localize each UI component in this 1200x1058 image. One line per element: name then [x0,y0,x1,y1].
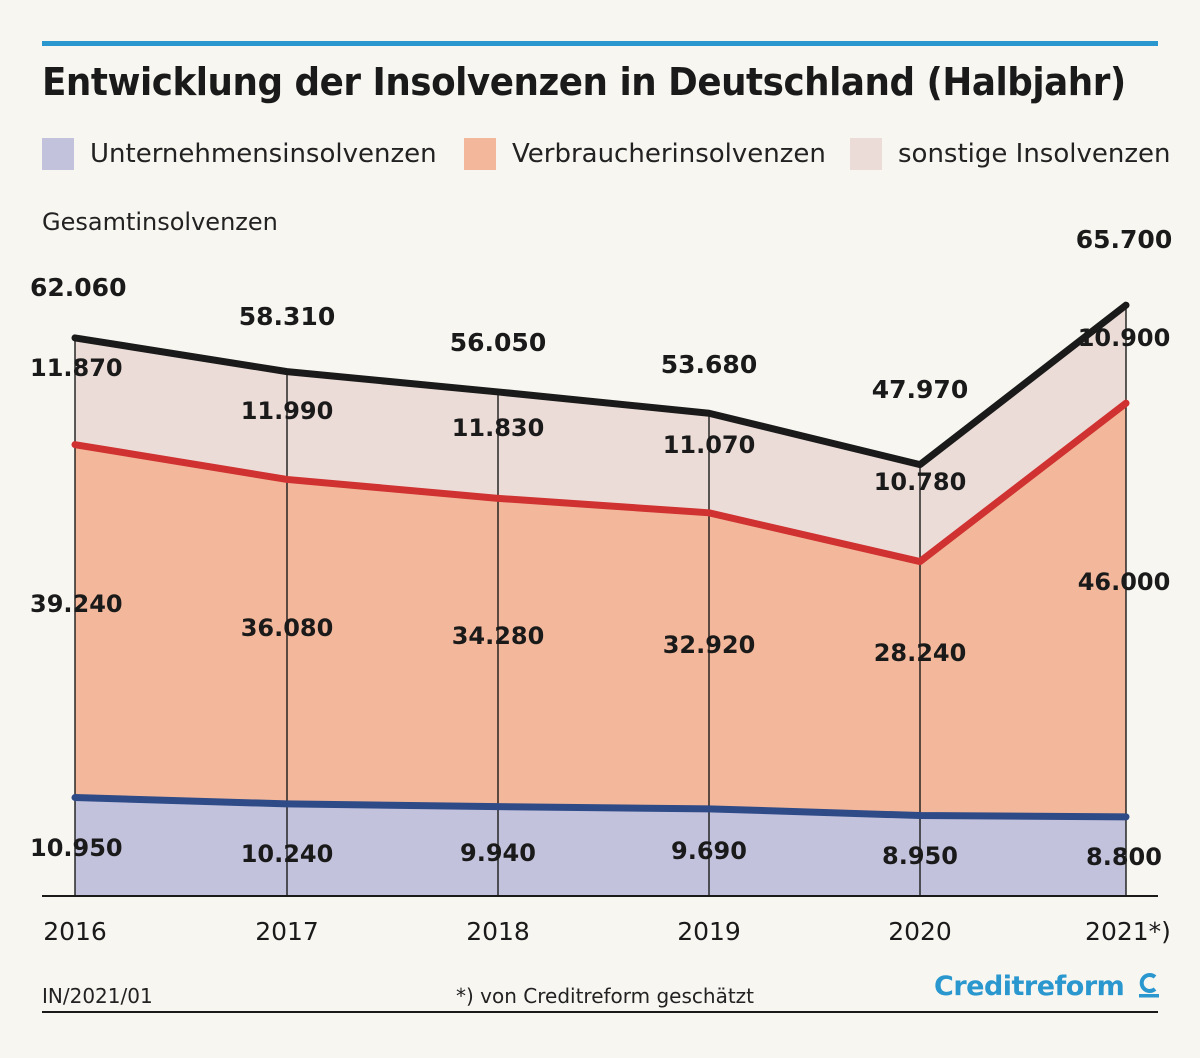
verbraucher-value-label: 39.240 [30,590,123,618]
x-tick-label: 2018 [466,917,530,946]
total-series-label: Gesamtinsolvenzen [42,208,278,236]
legend-swatch-sonstige [850,138,882,170]
legend: Unternehmensinsolvenzen Verbraucherinsol… [42,138,1170,178]
unternehmen-value-label: 10.240 [241,840,334,868]
verbraucher-value-label: 28.240 [874,639,967,667]
verbraucher-value-label: 36.080 [241,614,334,642]
chart-title: Entwicklung der Insolvenzen in Deutschla… [42,60,1126,104]
legend-label: Unternehmensinsolvenzen [90,139,437,169]
top-rule [42,41,1158,46]
x-tick-label: 2017 [255,917,319,946]
legend-item-sonstige: sonstige Insolvenzen [850,138,1170,170]
sonstige-value-label: 11.990 [241,397,334,425]
verbraucher-value-label: 46.000 [1078,568,1171,596]
total-value-label: 62.060 [30,273,126,302]
unternehmen-value-label: 9.690 [671,837,747,865]
legend-item-verbraucher: Verbraucherinsolvenzen [464,138,826,170]
area-sonstige [75,305,1126,562]
line-gesamt [71,301,1130,469]
logo-mark-icon [1139,973,1160,998]
legend-swatch-verbraucher [464,138,496,170]
line-verbraucher [71,399,1130,566]
footer-note: *) von Creditreform geschätzt [456,984,755,1008]
total-value-label: 65.700 [1076,225,1172,254]
legend-label: sonstige Insolvenzen [898,139,1171,169]
line-unternehmen [71,794,1130,821]
total-value-label: 58.310 [239,302,335,331]
total-value-label: 56.050 [450,328,546,357]
sonstige-value-label: 11.870 [30,354,123,382]
unternehmen-value-label: 9.940 [460,839,536,867]
x-tick-label: 2020 [888,917,952,946]
x-tick-label: 2021*) [1085,917,1171,946]
bottom-rule [42,1011,1158,1013]
unternehmen-value-label: 10.950 [30,834,123,862]
sonstige-value-label: 10.900 [1078,324,1171,352]
sonstige-value-label: 11.070 [663,431,756,459]
footer-code: IN/2021/01 [42,984,153,1008]
x-tick-label: 2016 [43,917,107,946]
logo-text: Creditreform [934,971,1125,1002]
area-verbraucher [75,403,1126,817]
verbraucher-value-label: 32.920 [663,631,756,659]
creditreform-logo: Creditreform [934,970,1161,1002]
legend-item-unternehmen: Unternehmensinsolvenzen [42,138,437,170]
legend-swatch-unternehmen [42,138,74,170]
total-value-label: 53.680 [661,350,757,379]
unternehmen-value-label: 8.800 [1086,843,1162,871]
legend-label: Verbraucherinsolvenzen [512,139,826,169]
total-value-label: 47.970 [872,375,968,404]
unternehmen-value-label: 8.950 [882,842,958,870]
sonstige-value-label: 10.780 [874,468,967,496]
sonstige-value-label: 11.830 [452,414,545,442]
x-tick-label: 2019 [677,917,741,946]
verbraucher-value-label: 34.280 [452,622,545,650]
area-unternehmen [75,797,1126,896]
